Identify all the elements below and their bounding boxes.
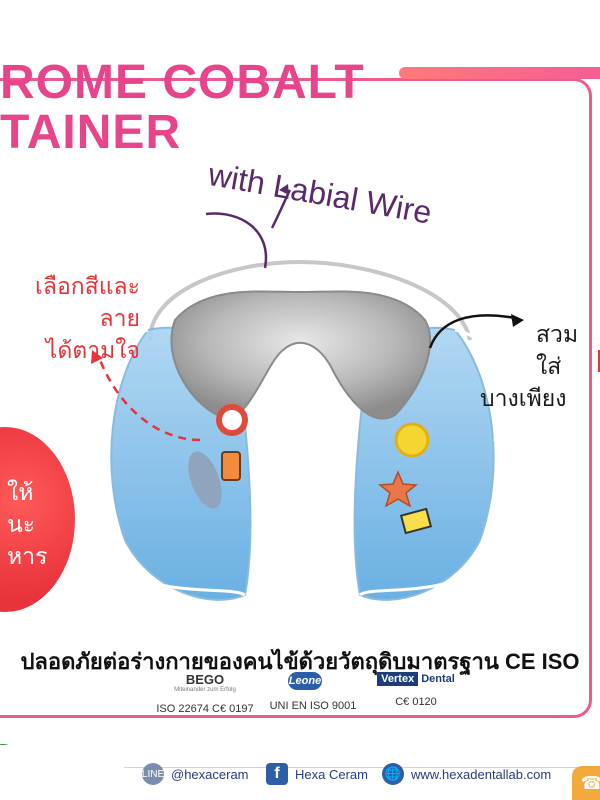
- poster-frame: [0, 78, 600, 718]
- beach-chair-decal: [399, 507, 433, 535]
- leone-logo: Leone: [288, 672, 322, 690]
- thin-callout-line-2: บางเพียง: [480, 385, 567, 411]
- footer-web-label: www.hexadentallab.com: [411, 766, 552, 782]
- footer-line-link[interactable]: LINE @hexaceram: [142, 763, 249, 785]
- starfish-decal: [378, 470, 418, 508]
- globe-icon: 🌐: [382, 763, 404, 785]
- towel-decal: [221, 451, 241, 481]
- footer-line-label: @hexaceram: [171, 766, 249, 782]
- title-accent-bar: [399, 67, 600, 79]
- line-icon: LINE: [142, 763, 164, 785]
- color-callout-line-1: เลือกสีและลาย: [34, 273, 140, 331]
- title-line-1: ROME COBALT: [0, 56, 365, 109]
- metal-framework: [170, 290, 432, 420]
- color-arrow: [98, 359, 201, 442]
- thin-callout-red-mark: [598, 350, 600, 372]
- labial-arrow: [205, 212, 268, 269]
- footer-web-link[interactable]: 🌐 www.hexadentallab.com: [382, 763, 551, 785]
- dolphin-decal: [188, 451, 222, 509]
- cert-leone: Leone UNI EN ISO 9001: [258, 672, 368, 712]
- color-choice-callout: เลือกสีและลาย ได้ตามใจ: [0, 270, 140, 366]
- sun-decal: [394, 422, 430, 458]
- color-callout-line-2: ได้ตามใจ: [45, 337, 140, 363]
- bego-tagline: Miteinander zum Erfolg: [174, 687, 236, 693]
- bego-standard: ISO 22674 C€ 0197: [156, 703, 254, 715]
- footer-facebook-link[interactable]: f Hexa Ceram: [266, 763, 368, 785]
- phone-icon[interactable]: ☎: [572, 766, 600, 800]
- vertex-dental-word: Dental: [421, 673, 455, 685]
- facebook-icon: f: [266, 763, 288, 785]
- labial-wire: [148, 259, 472, 341]
- title-line-2: TAINER: [0, 106, 182, 159]
- vertex-word: Vertex: [377, 672, 419, 686]
- leone-standard: UNI EN ISO 9001: [269, 700, 357, 712]
- thin-fit-callout: สวมใส่ บางเพียง: [480, 318, 600, 414]
- circle-text-2: นะ: [7, 511, 36, 537]
- poster-border: [0, 78, 592, 718]
- lifebuoy-decal: [216, 404, 248, 436]
- vertex-logo: Vertex Dental: [366, 672, 466, 686]
- circle-text-3: หาร: [7, 543, 48, 569]
- thin-callout-line-1: สวมใส่: [536, 321, 579, 379]
- footer-divider: [124, 767, 600, 768]
- cert-vertex: Vertex Dental C€ 0120: [366, 672, 466, 708]
- cert-bego: BEGO Miteinander zum Erfolg ISO 22674 C€…: [150, 672, 260, 715]
- footer-facebook-label: Hexa Ceram: [295, 766, 368, 782]
- vertex-standard: C€ 0120: [395, 696, 437, 708]
- safety-statement: ปลอดภัยต่อร่างกายของคนไข้ด้วยวัตถุดิบมาต…: [20, 649, 580, 674]
- circle-text-1: ให้: [7, 479, 34, 505]
- thin-arrow: [428, 314, 516, 349]
- footer: LINE @hexaceram f Hexa Ceram 🌐 www.hexad…: [0, 745, 600, 800]
- bego-logo: BEGO: [185, 672, 225, 687]
